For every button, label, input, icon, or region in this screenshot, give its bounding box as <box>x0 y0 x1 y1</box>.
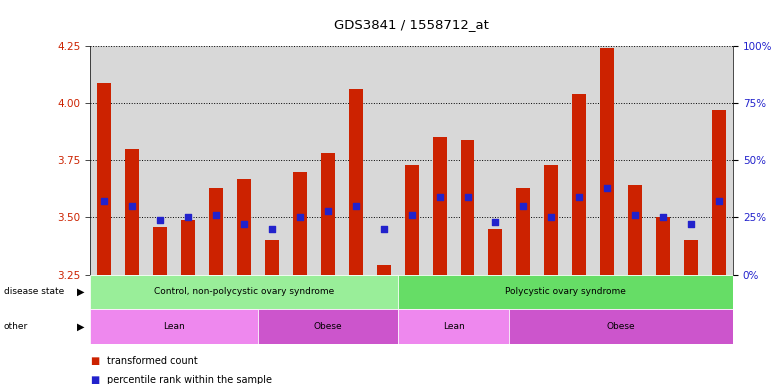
Point <box>713 199 725 205</box>
Text: Polycystic ovary syndrome: Polycystic ovary syndrome <box>505 287 626 296</box>
Point <box>545 214 557 220</box>
Bar <box>237 179 251 275</box>
Text: ■: ■ <box>90 375 100 384</box>
Point <box>601 185 614 191</box>
Point <box>350 203 362 209</box>
Text: disease state: disease state <box>4 287 64 296</box>
Point <box>98 199 111 205</box>
Bar <box>258 309 397 344</box>
Bar <box>405 165 419 275</box>
Bar <box>572 94 586 275</box>
Bar <box>601 48 614 275</box>
Text: Lean: Lean <box>443 322 464 331</box>
Bar <box>544 165 558 275</box>
Bar <box>97 83 111 275</box>
Point <box>489 219 502 225</box>
Point <box>685 221 698 227</box>
Point <box>573 194 586 200</box>
Bar <box>153 227 167 275</box>
Text: other: other <box>4 322 28 331</box>
Point <box>461 194 474 200</box>
Text: Obese: Obese <box>607 322 636 331</box>
Text: percentile rank within the sample: percentile rank within the sample <box>107 375 272 384</box>
Point <box>154 217 166 223</box>
Bar <box>397 309 510 344</box>
Bar <box>349 89 363 275</box>
Point <box>321 207 334 214</box>
Text: ▶: ▶ <box>77 321 85 331</box>
Bar <box>292 172 307 275</box>
Point <box>293 214 306 220</box>
Bar <box>656 217 670 275</box>
Point <box>209 212 222 218</box>
Text: Obese: Obese <box>314 322 342 331</box>
Text: ▶: ▶ <box>77 287 85 297</box>
Point <box>125 203 138 209</box>
Text: GDS3841 / 1558712_at: GDS3841 / 1558712_at <box>334 18 489 31</box>
Bar <box>628 185 642 275</box>
Point <box>434 194 446 200</box>
Bar <box>321 154 335 275</box>
Text: Lean: Lean <box>163 322 185 331</box>
Bar <box>90 309 258 344</box>
Bar <box>488 229 503 275</box>
Text: ■: ■ <box>90 356 100 366</box>
Bar <box>397 275 733 309</box>
Point <box>238 221 250 227</box>
Bar <box>209 188 223 275</box>
Bar <box>433 137 447 275</box>
Bar <box>265 240 279 275</box>
Text: Control, non-polycystic ovary syndrome: Control, non-polycystic ovary syndrome <box>154 287 334 296</box>
Text: transformed count: transformed count <box>107 356 198 366</box>
Point <box>657 214 670 220</box>
Point <box>377 226 390 232</box>
Point <box>405 212 418 218</box>
Point <box>182 214 194 220</box>
Bar <box>460 140 474 275</box>
Bar <box>517 188 531 275</box>
Bar <box>510 309 733 344</box>
Bar <box>684 240 698 275</box>
Point <box>266 226 278 232</box>
Bar <box>181 220 195 275</box>
Bar <box>712 110 726 275</box>
Point <box>629 212 641 218</box>
Bar <box>125 149 139 275</box>
Bar <box>376 265 390 275</box>
Point <box>517 203 530 209</box>
Bar <box>90 275 397 309</box>
